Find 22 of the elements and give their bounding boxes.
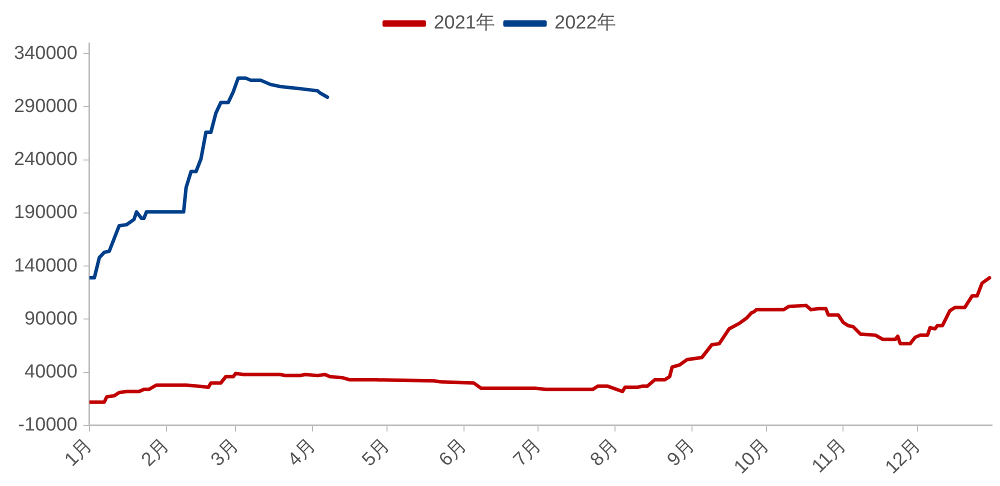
x-tick-label: 11月 xyxy=(808,434,850,478)
y-tick-label: 90000 xyxy=(24,308,78,330)
x-tick-label: 9月 xyxy=(663,434,700,471)
x-tick-label: 4月 xyxy=(284,434,320,471)
x-tick-label: 12月 xyxy=(882,434,925,478)
x-tick-label: 6月 xyxy=(435,434,472,471)
x-tick-label: 1月 xyxy=(60,434,97,471)
y-tick-label: -10000 xyxy=(18,414,78,436)
x-tick-label: 7月 xyxy=(510,434,546,471)
y-tick-label: 340000 xyxy=(14,42,78,64)
x-tick-label: 8月 xyxy=(586,434,622,471)
x-tick-label: 10月 xyxy=(730,434,774,478)
x-tick-label: 2月 xyxy=(138,434,174,471)
legend-label: 2022年 xyxy=(554,12,616,34)
legend-label: 2021年 xyxy=(434,12,496,34)
y-tick-label: 240000 xyxy=(14,149,78,170)
x-tick-label: 3月 xyxy=(207,434,243,471)
y-tick-label: 290000 xyxy=(14,96,78,117)
y-tick-label: 40000 xyxy=(24,362,78,383)
y-tick-label: 190000 xyxy=(14,202,78,224)
y-tick-label: 140000 xyxy=(14,255,78,276)
x-tick-label: 5月 xyxy=(358,434,394,471)
